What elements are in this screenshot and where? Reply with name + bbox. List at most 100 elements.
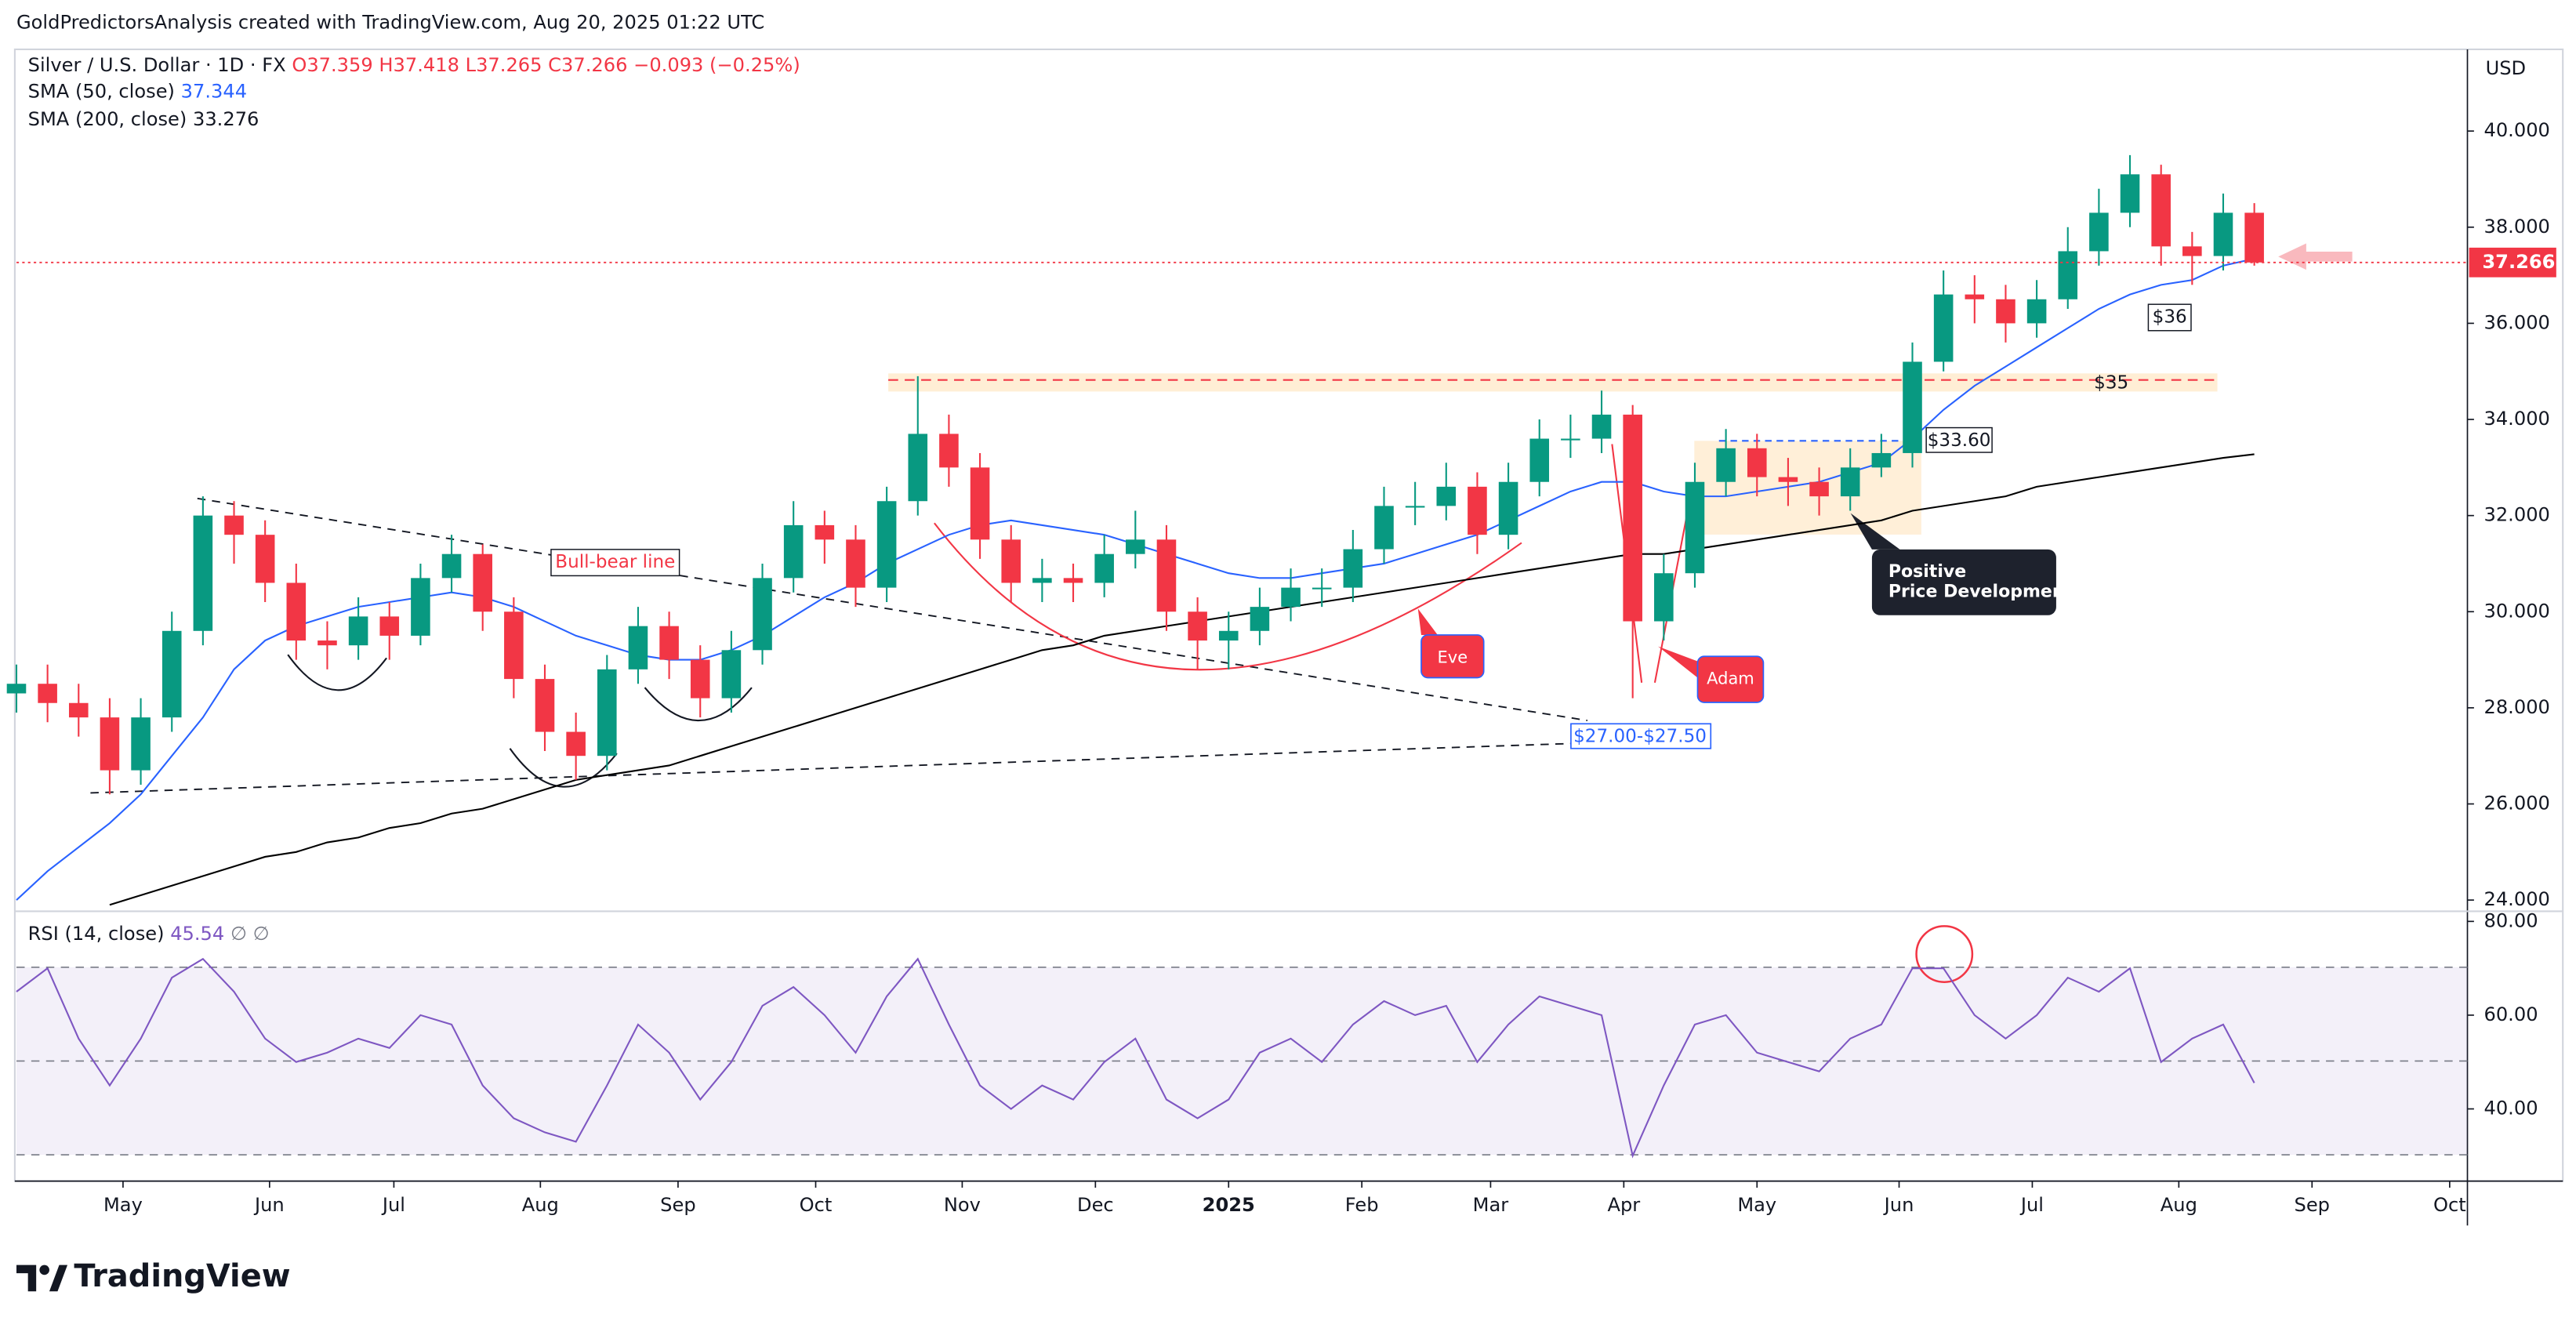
candle [970,452,990,559]
candle-body [783,524,804,579]
candle [628,607,648,684]
candle-body [1529,438,1550,482]
candle-body [504,611,524,680]
legend-value: 33.276 [193,108,259,130]
candle [1685,463,1705,588]
candle-body [690,659,710,698]
candle [1312,568,1332,608]
logo: TradingView [16,1258,291,1294]
ohlc: C37.266 [548,54,627,76]
candle [1529,419,1550,497]
candle-body [255,535,275,583]
y-tick-label: 34.000 [2483,408,2549,430]
callout-text: Positive [1888,562,1966,582]
legend: Silver / U.S. Dollar · 1D · FX O37.359 H… [28,54,800,76]
legend-name: SMA (200, close) [28,108,187,130]
candle [1218,611,1239,669]
rounding-curve [934,522,1522,671]
candle [1063,563,1083,603]
candle [1032,558,1052,603]
candle-body [1840,467,1860,497]
candle-body [1623,414,1642,622]
cup-arc [287,654,753,788]
callout-text: Eve [1438,648,1468,666]
candle [1591,390,1612,453]
candle [193,496,213,646]
candle-body [1312,587,1332,590]
candle-body [939,434,959,468]
x-tick-label: May [1737,1194,1776,1216]
callout [1871,549,2056,615]
candle-body [317,640,337,646]
x-tick-label: 2025 [1203,1194,1255,1216]
currency: USD [2486,57,2527,79]
candle-body [1871,452,1892,468]
candle [1965,275,1985,324]
x-tick-label: Jul [381,1194,405,1216]
candle-body [846,539,865,588]
candle [535,664,555,752]
candle [1903,342,1922,468]
x-tick-label: Feb [1345,1194,1379,1216]
candle-body [597,669,617,757]
candle [379,602,400,660]
header: GoldPredictorsAnalysis created with Trad… [16,11,764,33]
candle-body [1903,361,1922,453]
candle [1374,486,1394,564]
candle-body [1094,553,1114,583]
candle-body [1281,587,1301,608]
callout [1420,634,1485,679]
candle [597,655,617,771]
candle [131,698,151,785]
x-tick-label: Aug [2161,1194,2197,1216]
bull-bear-label: Bull-bear line [555,552,675,572]
range-label: $27.00-$27.50 [1573,727,1707,747]
candle-body [628,626,648,669]
x-tick-label: Jun [253,1194,285,1216]
candle-body [473,553,492,612]
candle-body [1965,294,1985,299]
candle [1498,463,1518,550]
candle-body [815,524,835,540]
candle [255,520,275,603]
x-tick-label: Oct [2433,1194,2466,1216]
candle-body [161,630,182,718]
candle [1561,414,1580,459]
y-tick-label: 36.000 [2483,311,2549,333]
x-tick-label: Aug [522,1194,559,1216]
candle [846,524,865,608]
candle-body [1405,506,1425,508]
candle-body [348,616,368,646]
trend-line [90,742,1571,794]
ohlc: H37.418 [379,54,459,76]
candle [2120,154,2140,227]
candle [1747,434,1767,497]
candle-body [1468,486,1487,535]
candle [1716,429,1736,497]
candle-body [1001,539,1021,583]
candle-body [1933,294,1954,362]
label-box [1570,723,1712,749]
y-tick-label: 28.000 [2483,696,2549,718]
candle [1094,535,1114,597]
rsi-circle [1915,925,1974,983]
candle-body [2213,212,2233,256]
callout [1696,655,1765,703]
candle [1871,434,1892,477]
candle [659,611,679,680]
symbol: Silver / U.S. Dollar · 1D · FX [28,54,286,76]
candle-body [1809,481,1829,497]
candle [504,597,524,698]
candle [1778,458,1798,506]
candle [68,684,89,737]
label-box [2147,303,2192,332]
candle-body [1436,486,1457,506]
candle-body [131,717,151,771]
candle [566,713,586,780]
y-tick-label: 38.000 [2483,216,2549,238]
legend-name: SMA (50, close) [28,81,175,103]
x-tick-label: Sep [660,1194,695,1216]
candle [1809,467,1829,516]
candle-body [970,467,990,540]
candle [1623,405,1642,698]
